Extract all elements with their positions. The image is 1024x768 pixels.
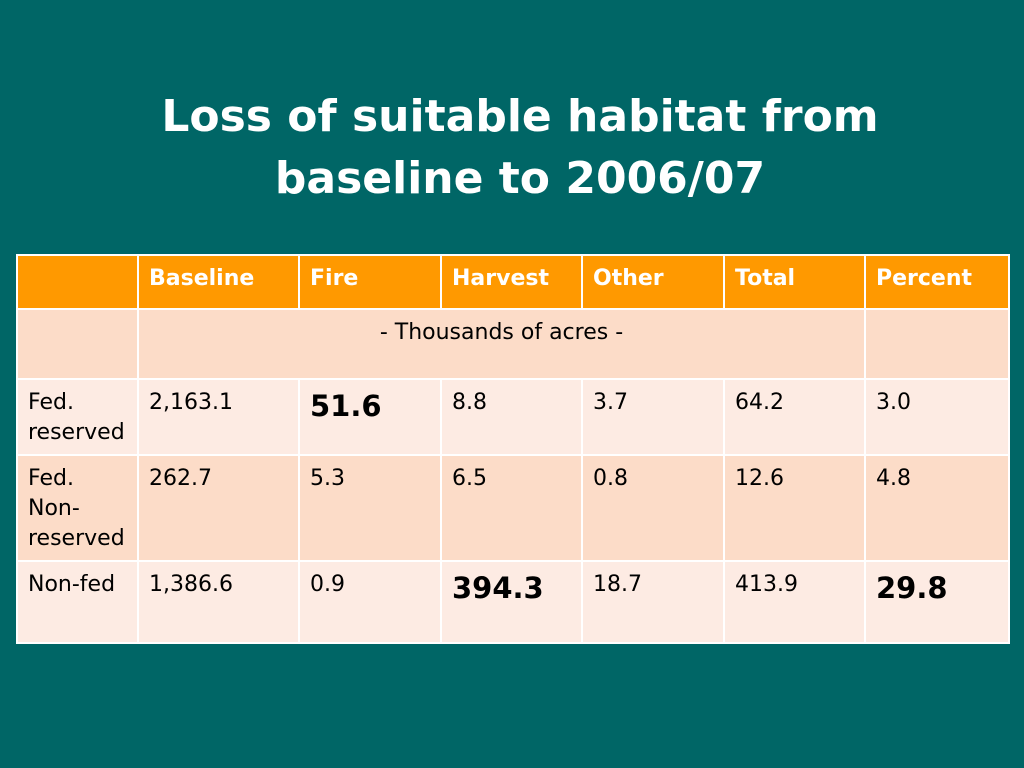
- header-cell-empty: [16, 254, 139, 310]
- highlighted-value: 394.3: [452, 571, 544, 605]
- cell-total: 413.9: [723, 560, 866, 644]
- cell-other: 3.7: [581, 378, 725, 456]
- row-label-fed-reserved: Fed. reserved: [16, 378, 139, 456]
- cell-percent: 29.8: [864, 560, 1010, 644]
- row-label-fed-non-reserved: Fed. Non-reserved: [16, 454, 139, 562]
- units-row-blank-end: [864, 308, 1010, 380]
- table-row: Fed. reserved 2,163.1 51.6 8.8 3.7 64.2 …: [16, 378, 1010, 456]
- units-row: - Thousands of acres -: [16, 308, 1010, 380]
- cell-harvest: 8.8: [440, 378, 583, 456]
- cell-harvest: 394.3: [440, 560, 583, 644]
- units-row-blank: [16, 308, 139, 380]
- slide-title: Loss of suitable habitat from baseline t…: [0, 86, 1024, 210]
- table-row: Fed. Non-reserved 262.7 5.3 6.5 0.8 12.6…: [16, 454, 1010, 562]
- cell-baseline: 2,163.1: [137, 378, 300, 456]
- habitat-loss-table: Baseline Fire Harvest Other Total Percen…: [16, 254, 1010, 644]
- cell-percent: 3.0: [864, 378, 1010, 456]
- cell-baseline: 262.7: [137, 454, 300, 562]
- cell-other: 0.8: [581, 454, 725, 562]
- header-cell-percent: Percent: [864, 254, 1010, 310]
- units-label: - Thousands of acres -: [137, 308, 866, 380]
- header-cell-fire: Fire: [298, 254, 442, 310]
- header-cell-harvest: Harvest: [440, 254, 583, 310]
- cell-fire: 0.9: [298, 560, 442, 644]
- cell-percent: 4.8: [864, 454, 1010, 562]
- table-header-row: Baseline Fire Harvest Other Total Percen…: [16, 254, 1010, 310]
- cell-other: 18.7: [581, 560, 725, 644]
- header-cell-baseline: Baseline: [137, 254, 300, 310]
- cell-total: 12.6: [723, 454, 866, 562]
- cell-harvest: 6.5: [440, 454, 583, 562]
- title-line-1: Loss of suitable habitat from: [161, 91, 879, 142]
- header-cell-other: Other: [581, 254, 725, 310]
- highlighted-value: 51.6: [310, 389, 382, 423]
- title-line-2: baseline to 2006/07: [274, 153, 766, 204]
- header-cell-total: Total: [723, 254, 866, 310]
- table-row: Non-fed 1,386.6 0.9 394.3 18.7 413.9 29.…: [16, 560, 1010, 644]
- cell-fire: 5.3: [298, 454, 442, 562]
- cell-fire: 51.6: [298, 378, 442, 456]
- cell-baseline: 1,386.6: [137, 560, 300, 644]
- cell-total: 64.2: [723, 378, 866, 456]
- highlighted-value: 29.8: [876, 571, 948, 605]
- row-label-non-fed: Non-fed: [16, 560, 139, 644]
